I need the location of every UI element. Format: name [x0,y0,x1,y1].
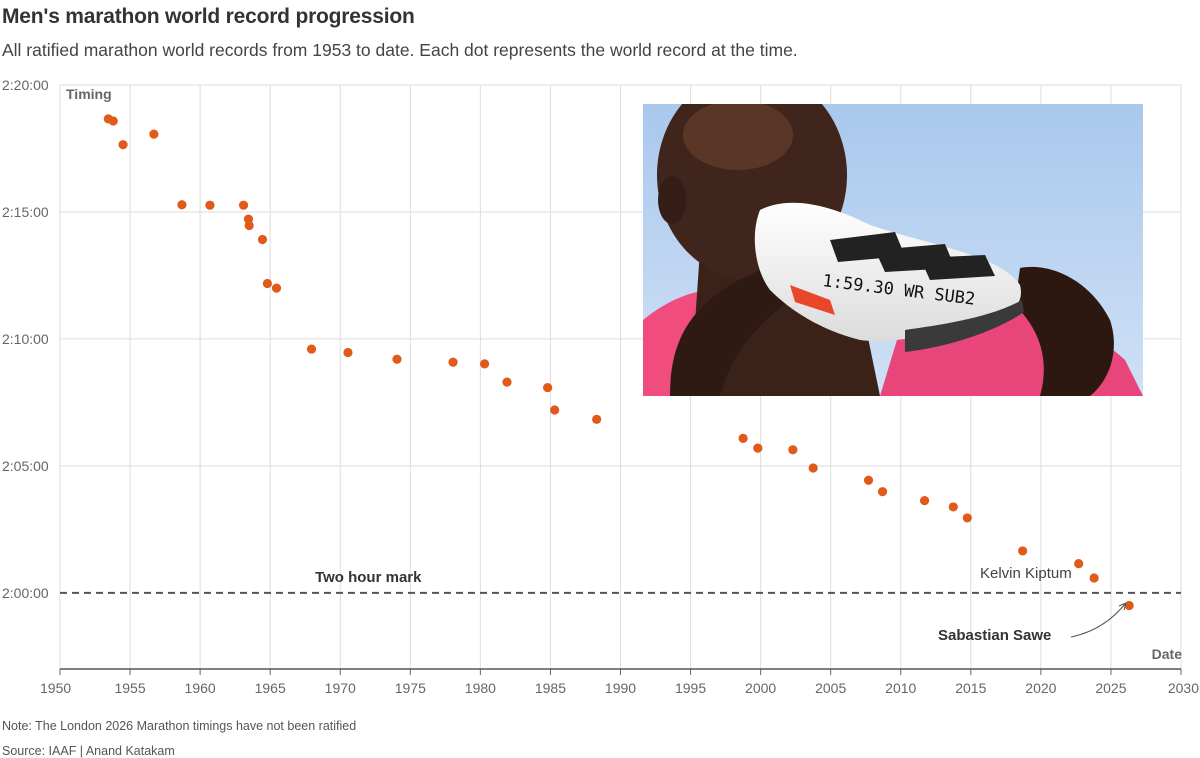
record-point [149,129,159,139]
record-point [343,347,353,358]
source-credit: Source: IAAF | Anand Katakam [2,744,175,758]
record-point [392,354,402,364]
x-axis-label: Date [1152,646,1183,662]
chart-subtitle: All ratified marathon world records from… [2,40,798,60]
x-tick-label: 1955 [114,680,145,696]
x-tick-label: 2025 [1095,680,1126,696]
record-point [877,487,888,497]
record-point [863,475,874,485]
x-tick-label: 2010 [885,680,916,696]
record-point [1018,546,1028,556]
x-tick-label: 1995 [675,680,706,696]
record-point [118,140,128,150]
record-point [592,414,602,424]
record-point [808,463,818,473]
runner-kissing-shoe-photo: 1:59.30 WR SUB2 [643,104,1143,396]
record-point [479,359,490,369]
record-point [948,502,958,512]
y-tick-label: 2:15:00 [2,204,49,220]
record-point [788,445,798,455]
record-point [1089,573,1099,583]
record-point [271,283,282,293]
x-tick-label: 1990 [605,680,636,696]
record-point [1074,559,1084,569]
y-tick-label: 2:20:00 [2,77,49,93]
x-tick-label: 2020 [1025,680,1056,696]
record-point [306,344,317,354]
chart-title: Men's marathon world record progression [2,5,415,28]
record-point [543,382,553,393]
x-tick-label: 1975 [395,680,426,696]
x-tick-label: 2030 [1168,680,1199,696]
x-tick-label: 1950 [40,680,71,696]
record-point [1124,600,1134,611]
record-point [738,433,748,443]
x-tick-label: 1980 [465,680,496,696]
sabastian-sawe-label: Sabastian Sawe [938,627,1051,644]
x-tick-label: 2005 [815,680,846,696]
sawe-arrowhead [1118,602,1127,611]
x-tick-label: 1960 [185,680,216,696]
record-point [753,443,763,453]
kelvin-kiptum-label: Kelvin Kiptum [980,565,1072,582]
record-point [108,116,118,126]
record-points [103,114,1134,611]
y-tick-label: 2:00:00 [2,585,49,601]
record-point [262,278,272,289]
x-tick-label: 1965 [255,680,286,696]
record-point [919,495,930,506]
footnote: Note: The London 2026 Marathon timings h… [2,719,357,733]
record-point [448,357,458,367]
y-tick-label: 2:10:00 [2,331,49,347]
record-point [550,405,560,415]
x-tick-label: 1985 [535,680,566,696]
two-hour-mark-label: Two hour mark [315,569,422,586]
record-point [244,220,254,231]
y-axis-ticks: 2:00:00 2:05:00 2:10:00 2:15:00 2:20:00 [2,77,49,601]
y-axis-label: Timing [66,86,112,102]
record-point [962,513,972,523]
sawe-annotation-arrow [1070,603,1126,638]
record-point [238,200,249,210]
record-point [502,377,512,387]
x-tick-label: 2015 [955,680,986,696]
x-tick-label: 2000 [745,680,776,696]
record-point [257,234,268,245]
x-axis-ticks: 1950 1955 1960 1965 1970 1975 1980 1985 1990 1995… [40,669,1199,696]
y-tick-label: 2:05:00 [2,458,49,474]
record-point [205,200,215,210]
record-point [177,200,187,210]
x-tick-label: 1970 [325,680,356,696]
